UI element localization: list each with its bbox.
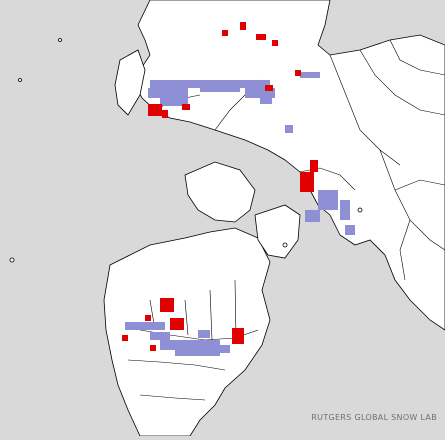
border-line <box>184 299 189 336</box>
border-line <box>389 39 445 76</box>
border-line <box>139 394 206 401</box>
credit-text: RUTGERS GLOBAL SNOW LAB <box>311 413 437 422</box>
snow-gain-cell <box>300 172 314 192</box>
landmass-greenland <box>254 204 301 259</box>
snow-loss-cell <box>305 210 320 222</box>
snow-loss-cell <box>150 80 270 88</box>
border-line <box>127 359 226 371</box>
snow-loss-cell <box>160 98 188 106</box>
snow-loss-cell <box>160 340 220 350</box>
landmass-arctic-islands <box>184 161 256 223</box>
border-line <box>394 179 445 191</box>
snow-loss-cell <box>340 200 350 220</box>
snow-gain-cells <box>122 22 318 351</box>
snow-loss-cell <box>148 88 188 98</box>
snow-loss-cell <box>125 322 165 330</box>
land-masses <box>9 0 445 437</box>
snow-loss-cell <box>300 72 320 78</box>
snow-loss-cell <box>198 330 210 338</box>
snow-gain-cell <box>272 40 278 46</box>
snow-gain-cell <box>148 104 162 116</box>
snow-gain-cell <box>232 328 244 344</box>
border-line <box>329 54 401 166</box>
snow-gain-cell <box>145 315 151 321</box>
snow-gain-cell <box>310 160 318 172</box>
snow-gain-cell <box>122 335 128 341</box>
island <box>9 257 15 263</box>
snow-loss-cell <box>318 190 338 210</box>
snow-loss-cells <box>125 72 355 356</box>
border-line <box>359 49 445 116</box>
island <box>18 78 22 82</box>
island <box>282 242 288 248</box>
snow-loss-cell <box>285 125 293 133</box>
snow-gain-cell <box>170 318 184 330</box>
island <box>357 207 363 213</box>
snow-gain-cell <box>162 110 168 118</box>
snow-gain-cell <box>256 34 266 40</box>
snow-loss-cell <box>345 225 355 235</box>
border-line <box>209 289 213 341</box>
snow-loss-cell <box>260 98 272 104</box>
snow-gain-cell <box>150 345 156 351</box>
snow-gain-cell <box>160 298 174 312</box>
island <box>58 38 62 42</box>
snow-gain-cell <box>265 85 273 91</box>
snow-gain-cell <box>295 70 301 76</box>
snow-gain-cell <box>240 22 246 30</box>
snow-loss-cell <box>200 86 240 92</box>
snow-loss-cell <box>175 350 220 356</box>
snow-gain-cell <box>222 30 228 36</box>
snow-loss-cell <box>150 332 170 340</box>
snow-gain-cell <box>182 104 190 110</box>
snow-loss-cell <box>245 88 275 98</box>
landmass-north-america <box>103 227 271 437</box>
snow-loss-cell <box>220 345 230 353</box>
border-line <box>399 219 411 281</box>
landmass-europe-west <box>114 49 146 116</box>
